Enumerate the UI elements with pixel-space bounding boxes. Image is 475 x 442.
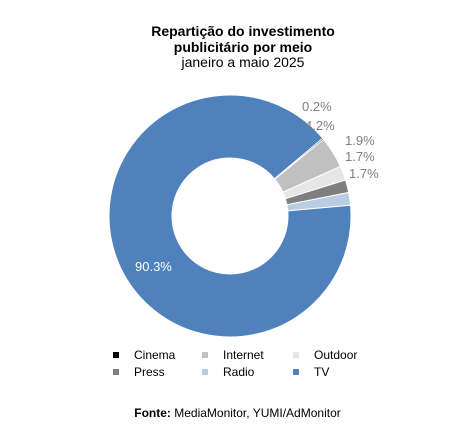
slice-tv — [108, 94, 352, 338]
slice-label-press: 1.7% — [345, 149, 375, 164]
chart-title-line2: publicitário por meio — [174, 39, 312, 55]
legend-swatch-tv — [293, 369, 299, 375]
legend-label-outdoor: Outdoor — [314, 348, 357, 362]
legend-item-radio: Radio — [202, 365, 255, 379]
source-text: MediaMonitor, YUMI/AdMonitor — [174, 406, 341, 420]
legend-label-cinema: Cinema — [134, 348, 176, 362]
chart-subtitle: janeiro a maio 2025 — [181, 54, 305, 70]
legend-label-press: Press — [134, 365, 165, 379]
legend-swatch-radio — [202, 369, 208, 375]
legend-label-internet: Internet — [223, 348, 264, 362]
slice-label-radio: 1.7% — [349, 166, 379, 181]
legend-item-cinema: Cinema — [113, 348, 176, 362]
legend-swatch-press — [113, 369, 119, 375]
legend-item-tv: TV — [293, 365, 329, 379]
legend: Cinema Internet Outdoor Press Radio TV — [113, 348, 357, 379]
source-label: Fonte: — [134, 406, 171, 420]
slice-label-internet: 4.2% — [305, 118, 335, 133]
chart-title-line1: Repartição do investimento — [151, 23, 335, 39]
donut-slices — [108, 94, 352, 338]
legend-item-press: Press — [113, 365, 165, 379]
legend-label-tv: TV — [314, 365, 329, 379]
legend-item-outdoor: Outdoor — [293, 348, 357, 362]
slice-label-cinema: 0.2% — [302, 99, 332, 114]
legend-swatch-cinema — [113, 352, 119, 358]
legend-swatch-internet — [202, 352, 208, 358]
legend-swatch-outdoor — [293, 352, 299, 358]
slice-label-outdoor: 1.9% — [345, 133, 375, 148]
legend-label-radio: Radio — [223, 365, 255, 379]
source-note: Fonte: MediaMonitor, YUMI/AdMonitor — [0, 406, 475, 420]
legend-item-internet: Internet — [202, 348, 264, 362]
slice-labels: 0.2%4.2%1.9%1.7%1.7%90.3% — [135, 99, 379, 274]
slice-label-tv: 90.3% — [135, 259, 172, 274]
